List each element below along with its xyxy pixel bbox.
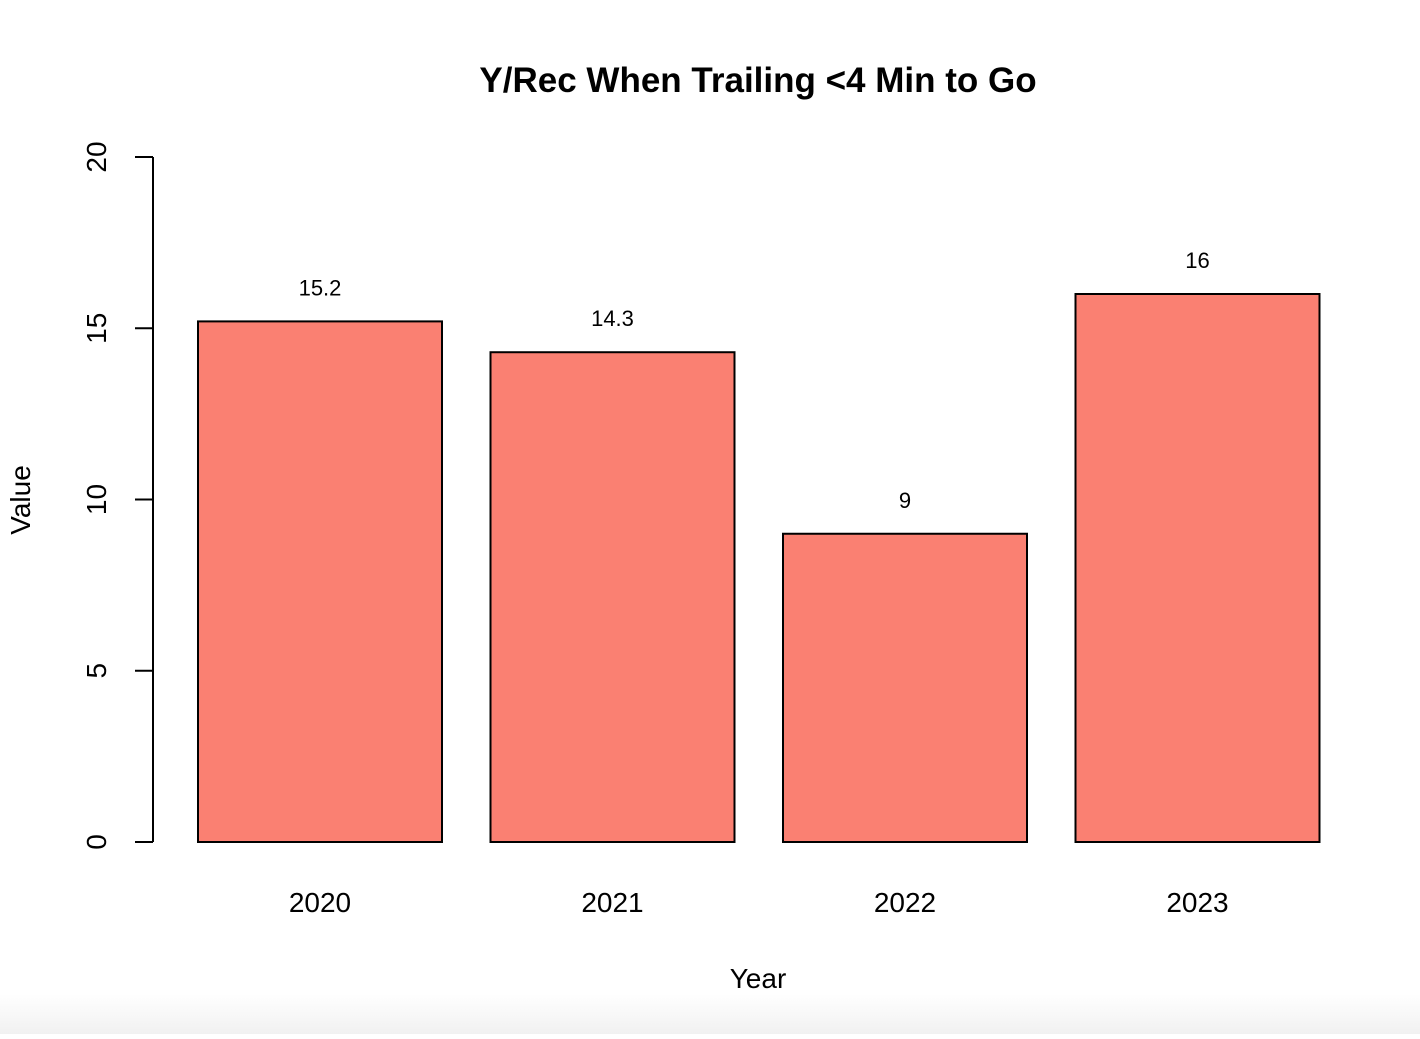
y-tick-label: 0 (81, 834, 112, 850)
bars-group (197, 293, 1321, 843)
bar-2022 (782, 532, 1028, 843)
bar-2021 (489, 351, 736, 843)
x-axis-title: Year (730, 963, 787, 994)
x-tick-label-2020: 2020 (289, 887, 351, 918)
y-tick-label: 20 (81, 141, 112, 172)
x-tick-label-2021: 2021 (581, 887, 643, 918)
value-label-2020: 15.2 (299, 275, 342, 300)
x-tick-label-2023: 2023 (1166, 887, 1228, 918)
y-axis-title: Value (5, 465, 36, 535)
x-tick-label-2022: 2022 (874, 887, 936, 918)
value-labels-group: 15.2 14.3 9 16 (299, 248, 1210, 513)
value-label-2021: 14.3 (591, 306, 634, 331)
x-tick-labels-group: 2020 2021 2022 2023 (289, 887, 1229, 918)
y-tick-label: 5 (81, 663, 112, 679)
y-tick-label: 10 (81, 484, 112, 515)
y-axis: 0 5 10 15 20 (81, 141, 154, 850)
y-tick-label: 15 (81, 313, 112, 344)
bar-2023 (1074, 293, 1321, 843)
chart-title: Y/Rec When Trailing <4 Min to Go (479, 61, 1036, 100)
value-label-2022: 9 (899, 488, 911, 513)
value-label-2023: 16 (1185, 248, 1209, 273)
bottom-fade (0, 994, 1420, 1034)
bar-2020 (197, 320, 443, 843)
